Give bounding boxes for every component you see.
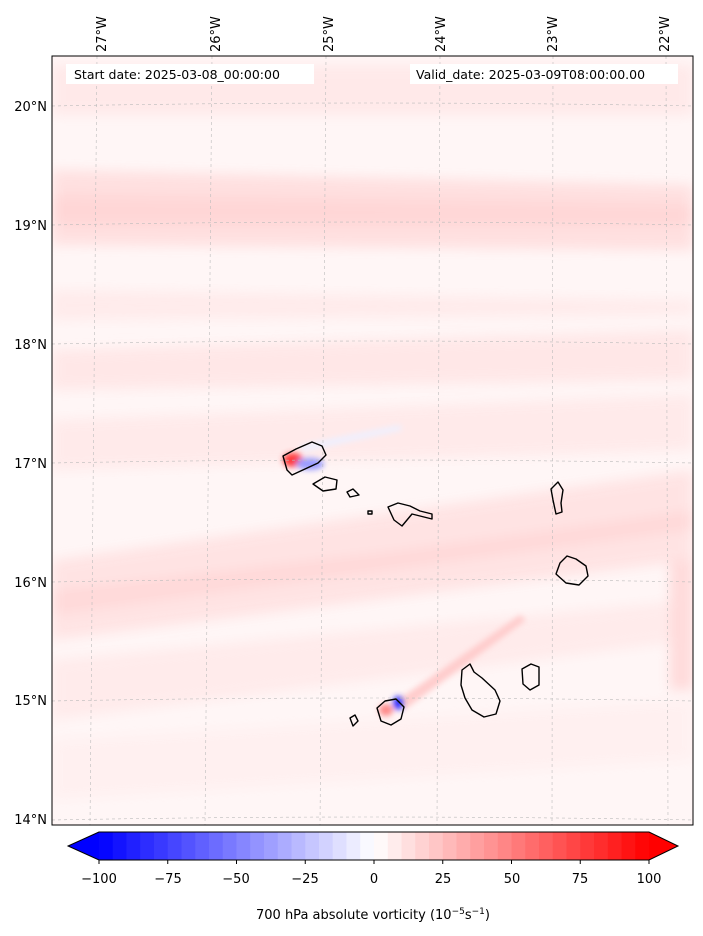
colorbar-segment (264, 832, 279, 860)
colorbar-tick-label: −25 (291, 872, 318, 887)
colorbar-title: 700 hPa absolute vorticity (10−5s−1) (256, 907, 490, 923)
colorbar-tick-label: 50 (504, 872, 521, 887)
colorbar-segment (99, 832, 114, 860)
colorbar-tick-label: −100 (81, 872, 117, 887)
colorbar-segment (442, 832, 458, 860)
colorbar-segment (140, 832, 155, 860)
lat-tick-label: 14°N (14, 813, 47, 828)
colorbar-segment (484, 832, 499, 860)
map-frame (51, 55, 694, 826)
lat-tick-label: 17°N (14, 457, 47, 472)
colorbar-tick-label: 100 (637, 872, 662, 887)
colorbar-tick-label: 0 (370, 872, 378, 887)
valid-date-text: Valid_date: 2025-03-09T08:00:00.00 (416, 67, 645, 82)
colorbar-segment (635, 832, 650, 860)
colorbar-tick-label: −75 (154, 872, 181, 887)
colorbar-segment (470, 832, 485, 860)
colorbar-segment (607, 832, 623, 860)
colorbar-segment (539, 832, 554, 860)
lon-tick-label: 27°W (95, 16, 110, 52)
island-fogo (376, 698, 405, 726)
islands (282, 441, 589, 727)
colorbar-segment (277, 832, 293, 860)
colorbar-segment (511, 832, 526, 860)
colorbar-segment (112, 832, 128, 860)
start-date-box: Start date: 2025-03-08_00:00:00 (66, 64, 314, 84)
lat-tick-label: 16°N (14, 576, 47, 591)
colorbar-segment (332, 832, 348, 860)
colorbar-segment (415, 832, 430, 860)
colorbar-segment (552, 832, 568, 860)
colorbar-segment (181, 832, 196, 860)
colorbar-ticks: −100 −75 −50 −25 0 25 50 75 100 (81, 872, 661, 887)
colorbar-high-extend (649, 832, 678, 860)
lat-tick-label: 19°N (14, 219, 47, 234)
lon-tick-label: 26°W (209, 16, 224, 52)
island-boa-vista (555, 555, 589, 586)
island-sao-nicolau (387, 502, 433, 527)
lon-tick-label: 25°W (322, 16, 337, 52)
colorbar-segment (594, 832, 609, 860)
island-sal (550, 481, 564, 515)
colorbar-segment (374, 832, 389, 860)
lon-tick-label: 24°W (434, 16, 449, 52)
colorbar-segment (167, 832, 183, 860)
colorbar: −100 −75 −50 −25 0 25 50 75 100 700 hPa … (66, 831, 680, 923)
colorbar-segment (154, 832, 169, 860)
island-brava (349, 714, 359, 727)
colorbar-segment (319, 832, 334, 860)
valid-date-box: Valid_date: 2025-03-09T08:00:00.00 (410, 64, 678, 84)
colorbar-segment (456, 832, 471, 860)
colorbar-segment (291, 832, 306, 860)
colorbar-segment (429, 832, 444, 860)
island-maio (521, 663, 540, 691)
start-date-text: Start date: 2025-03-08_00:00:00 (74, 67, 280, 82)
longitude-labels: 27°W 26°W 25°W 24°W 23°W 22°W (95, 16, 673, 52)
colorbar-tick-label: 25 (435, 872, 452, 887)
colorbar-segment (401, 832, 416, 860)
colorbar-segment (346, 832, 361, 860)
lon-tick-label: 22°W (658, 16, 673, 52)
colorbar-segment (580, 832, 595, 860)
colorbar-segment (497, 832, 513, 860)
colorbar-segment (305, 832, 320, 860)
island-santiago (460, 663, 501, 718)
lat-tick-label: 15°N (14, 694, 47, 709)
colorbar-segment (209, 832, 224, 860)
colorbar-segment (566, 832, 581, 860)
colorbar-segment (525, 832, 540, 860)
lat-tick-label: 18°N (14, 338, 47, 353)
colorbar-segments (99, 832, 650, 860)
lon-tick-label: 23°W (546, 16, 561, 52)
latitude-labels: 20°N 19°N 18°N 17°N 16°N 15°N 14°N (14, 100, 47, 828)
island-razo (367, 510, 373, 515)
island-santo-antao (282, 441, 327, 476)
island-santa-luzia (346, 488, 360, 498)
colorbar-segment (126, 832, 141, 860)
colorbar-segment (387, 832, 403, 860)
gridlines (52, 56, 693, 825)
colorbar-segment (360, 832, 375, 860)
colorbar-segment (195, 832, 210, 860)
colorbar-segment (250, 832, 265, 860)
lat-tick-label: 20°N (14, 100, 47, 115)
colorbar-tick-label: 75 (572, 872, 589, 887)
colorbar-low-extend (68, 832, 99, 860)
island-sao-vicente (312, 476, 338, 492)
colorbar-segment (621, 832, 636, 860)
colorbar-segment (236, 832, 251, 860)
colorbar-tick-label: −50 (222, 872, 249, 887)
map-panel: Start date: 2025-03-08_00:00:00 Valid_da… (51, 55, 694, 826)
colorbar-segment (222, 832, 238, 860)
